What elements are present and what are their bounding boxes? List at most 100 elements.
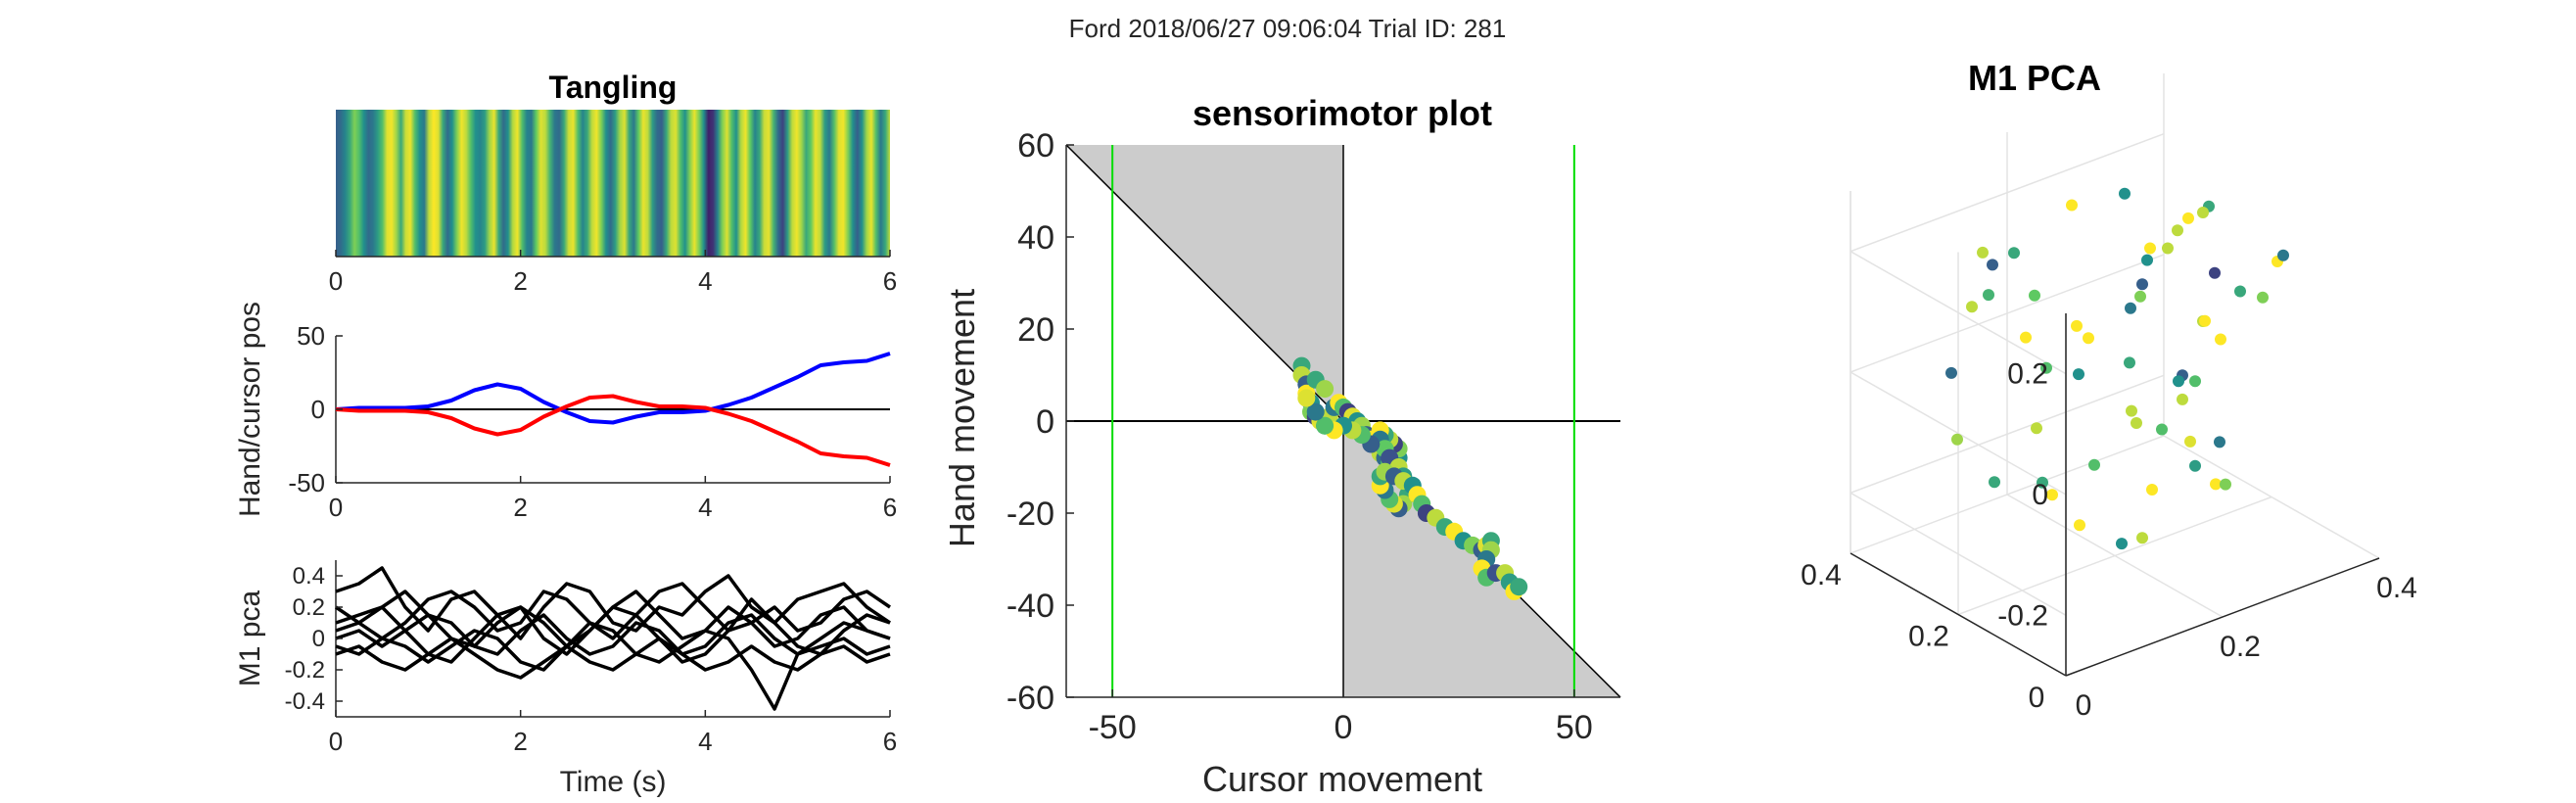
m1-pca-trace-y-tick-label: 0 [312, 626, 325, 652]
m1-pca-3d-point [2071, 319, 2083, 332]
sensorimotor-y-tick-label: 20 [1017, 311, 1054, 349]
m1-pca-3d-point [1983, 289, 1994, 302]
m1-pca-3d-point [2141, 254, 2153, 266]
m1-pca-3d-point [2189, 375, 2201, 388]
m1-pca-3d-point [2066, 199, 2078, 212]
m1-pca-3d-point [2134, 290, 2146, 303]
hand-position-line [335, 352, 891, 425]
m1-pca-3d-point [2210, 478, 2222, 491]
hand-cursor-x-tick-label: 6 [883, 493, 897, 522]
sensorimotor-ticks: -50 0 50 -60 -40 -20 0 20 40 60 [1007, 127, 1593, 746]
m1-pca-3d-point [2119, 187, 2131, 200]
m1-pca-3d-point [2116, 538, 2128, 550]
m1-pca-3d-point [2277, 249, 2289, 261]
tangling-x-tick-label: 0 [329, 266, 343, 296]
m1-pca-3d-point [2136, 532, 2148, 544]
m1-pca-trace-x-tick-label: 4 [698, 727, 712, 756]
m1-pca-3d-point [2234, 285, 2246, 298]
m1-pca-3d-gridline [1957, 496, 2272, 616]
m1-pca-trace-x-tick-label: 2 [513, 727, 527, 756]
m1-pca-trace-y-tick-label: -0.4 [285, 688, 325, 715]
sensorimotor-x-tick-label: -50 [1089, 709, 1137, 746]
sensorimotor-y-tick-label: 60 [1017, 127, 1054, 165]
m1-pca-trace-panel: 0 2 4 6 -0.4 -0.2 0 0.2 0.4 M1 pca Time (s) [234, 560, 897, 798]
sensorimotor-title: sensorimotor plot [1193, 93, 1492, 133]
m1-pca-3d-x-tick-label: 0.4 [2376, 572, 2417, 604]
m1-pca-3d-x-tick-label: 0 [2076, 689, 2092, 722]
m1-pca-trace-y-tick-label: -0.2 [285, 657, 325, 684]
sensorimotor-y-tick-label: -20 [1007, 496, 1054, 533]
sensorimotor-plot-area [1065, 144, 1621, 698]
m1-pca-3d-axis-x [2065, 557, 2380, 677]
m1-pca-3d-point [2126, 404, 2137, 417]
m1-pca-3d-axis-y [1850, 552, 2067, 677]
m1-pca-3d-point [2209, 266, 2221, 279]
tangling-x-tick-label: 6 [883, 266, 897, 296]
m1-pca-3d-z-tick-label: -0.2 [1997, 599, 2048, 632]
m1-pca-3d-point [2131, 417, 2142, 429]
m1-pca-3d-gridline [1850, 251, 2067, 375]
m1-pca-3d-point [2144, 242, 2156, 255]
hand-cursor-y-tick-label: 50 [297, 321, 325, 351]
sensorimotor-point [1510, 578, 1528, 596]
m1-pca-trace-ticks: 0 2 4 6 -0.4 -0.2 0 0.2 0.4 [285, 563, 898, 756]
m1-pca-3d-gridline [1850, 371, 2067, 496]
sensorimotor-y-tick-label: -60 [1007, 680, 1054, 717]
time-xlabel: Time (s) [560, 766, 667, 798]
tangling-title: Tangling [549, 70, 678, 105]
sensorimotor-y-tick-label: 0 [1036, 403, 1054, 441]
m1-pca-3d-point [2199, 314, 2211, 327]
m1-pca-trace-x-tick-label: 6 [883, 727, 897, 756]
sensorimotor-panel: sensorimotor plot -50 0 50 -60 -40 -20 0 20 40 60… [942, 93, 1621, 799]
tangling-x-tick-label: 4 [698, 266, 712, 296]
m1-pca-trace-y-tick-label: 0.4 [293, 563, 325, 590]
m1-pca-3d-z-tick-label: 0 [2032, 479, 2048, 511]
m1-pca-3d-point [2197, 207, 2209, 218]
sensorimotor-point [1306, 402, 1325, 421]
m1-pca-trace-line [335, 566, 891, 640]
m1-pca-3d-point [2162, 242, 2174, 255]
m1-pca-3d-point [2189, 459, 2201, 472]
m1-pca-3d-point [2177, 393, 2188, 405]
hand-cursor-x-tick-label: 0 [329, 493, 343, 522]
hand-cursor-x-tick-label: 2 [513, 493, 527, 522]
m1-pca-trace-line [335, 621, 891, 711]
sensorimotor-ylabel: Hand movement [942, 289, 982, 547]
m1-pca-3d-point [1951, 433, 1963, 446]
m1-pca-3d-point [2184, 435, 2196, 448]
hand-cursor-lines [335, 352, 891, 467]
m1-pca-trace-lines [335, 566, 891, 711]
m1-pca-3d-point [2037, 476, 2048, 489]
m1-pca-trace-line [335, 582, 891, 640]
m1-pca-3d-point [2124, 356, 2135, 369]
m1-pca-3d-gridline [1850, 492, 2067, 616]
m1-pca-3d-point [2146, 484, 2158, 496]
m1-pca-3d-gridline [1850, 254, 2165, 373]
m1-pca-3d-z-tick-label: 0.2 [2007, 358, 2048, 391]
sensorimotor-y-tick-label: 40 [1017, 219, 1054, 257]
m1-pca-3d-gridline [1850, 374, 2165, 495]
m1-pca-trace-x-tick-label: 0 [329, 727, 343, 756]
m1-pca-3d-point [1977, 246, 1989, 259]
m1-pca-3d-point [2088, 458, 2100, 471]
m1-pca-3d-point [2156, 423, 2168, 436]
m1-pca-trace-line [335, 597, 891, 664]
m1-pca-3d-y-tick-label: 0.4 [1801, 559, 1842, 591]
m1-pca-3d-point [2136, 278, 2148, 291]
sensorimotor-x-tick-label: 0 [1335, 709, 1353, 746]
m1-pca-3d-point [2031, 422, 2042, 435]
m1-pca-3d-point [1945, 366, 1957, 379]
m1-pca-3d-title: M1 PCA [1968, 58, 2101, 98]
m1-pca-3d-gridline [1850, 435, 2165, 554]
m1-pca-3d-y-tick-label: 0 [2029, 682, 2045, 714]
m1-pca-3d-points [1945, 187, 2289, 550]
m1-pca-3d-point [2083, 332, 2094, 345]
cursor-position-line [335, 394, 891, 467]
m1-pca-3d-point [2008, 247, 2020, 260]
m1-pca-3d-point [2074, 519, 2085, 532]
sensorimotor-point [1316, 380, 1335, 399]
hand-cursor-y-tick-label: -50 [288, 468, 325, 497]
sensorimotor-point [1297, 389, 1316, 407]
